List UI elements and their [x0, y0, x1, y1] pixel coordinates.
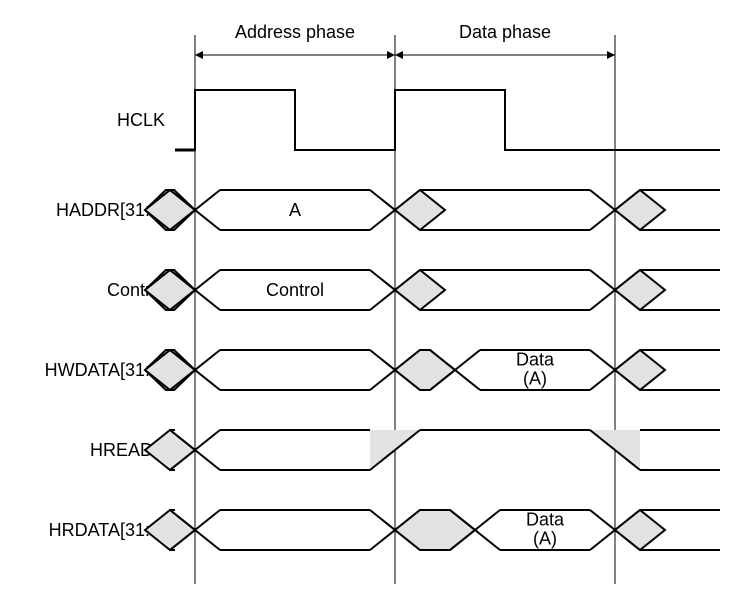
- bus-value: Control: [266, 280, 324, 300]
- hclk-waveform: [175, 90, 720, 150]
- bus-value: Data(A): [516, 350, 555, 389]
- hready-row: [145, 430, 720, 470]
- bus-value: Data(A): [526, 510, 565, 549]
- phase-label-address: Address phase: [235, 22, 355, 42]
- phase-label-data: Data phase: [459, 22, 551, 42]
- bus-value: A: [289, 200, 301, 220]
- bus-row: [145, 510, 720, 550]
- bus-row: [145, 270, 720, 310]
- signal-label: HCLK: [117, 110, 165, 130]
- bus-row: [145, 350, 720, 390]
- bus-row: [145, 190, 720, 230]
- timing-diagram: Address phaseData phaseHCLKHADDR[31:0]AC…: [0, 0, 750, 604]
